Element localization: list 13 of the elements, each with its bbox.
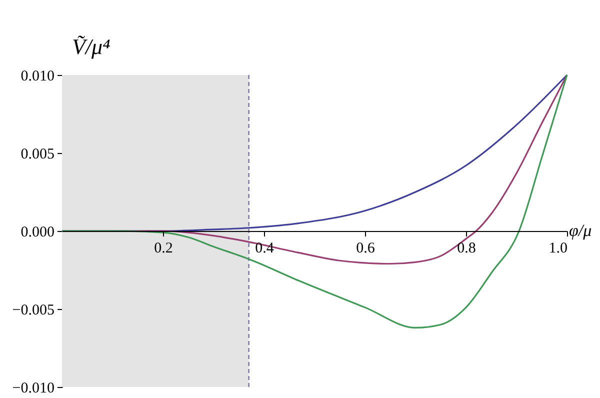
y-axis-title: Ṽ/μ⁴	[72, 34, 111, 59]
y-tick-label: −0.010	[12, 380, 54, 396]
y-tick-label: 0.010	[20, 68, 54, 84]
y-tick-label: 0.005	[20, 146, 54, 162]
x-tick-label: 0.4	[255, 240, 274, 256]
x-axis-title: φ/μ	[569, 221, 592, 240]
line-series	[61, 74, 568, 329]
x-tick-label: 1.0	[548, 240, 568, 256]
x-tick-label: 0.2	[154, 240, 173, 256]
y-tick-label: −0.005	[12, 302, 54, 318]
y-tick-label: 0.000	[20, 224, 54, 240]
x-tick-label: 0.6	[356, 240, 376, 256]
x-tick-label: 0.8	[457, 240, 476, 256]
